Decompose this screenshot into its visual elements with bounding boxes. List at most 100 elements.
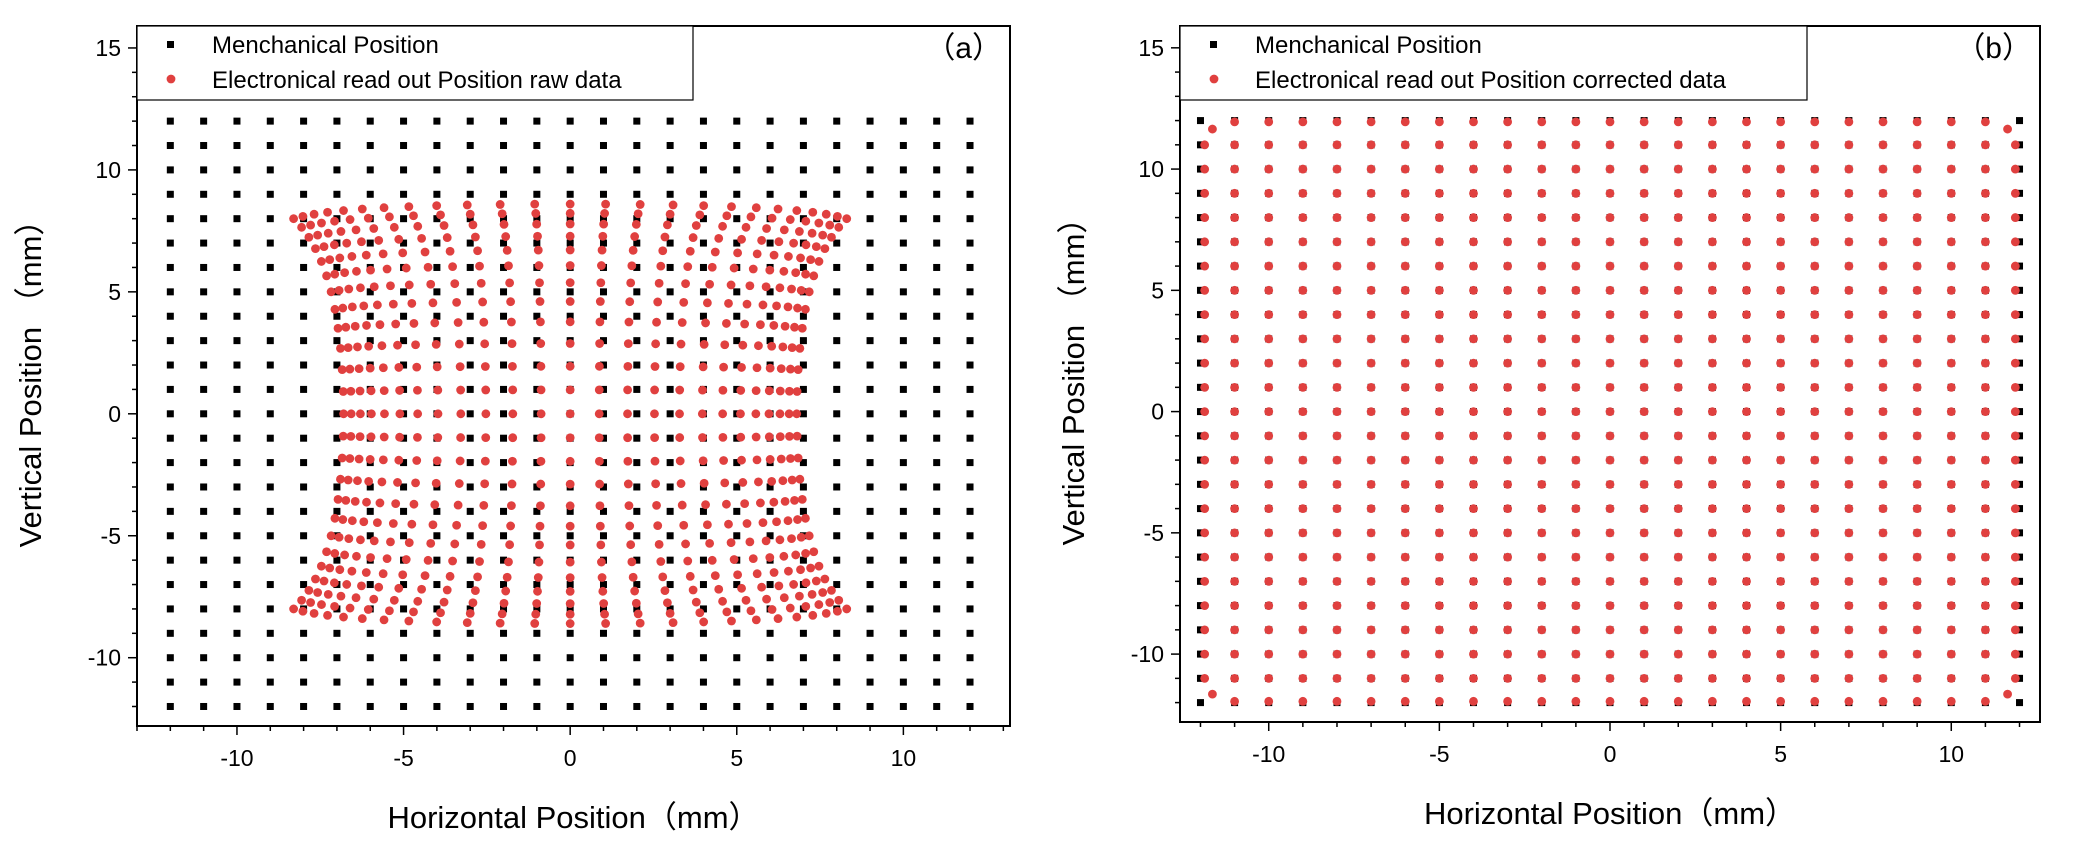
- electronic-point: [764, 386, 774, 396]
- electronic-point: [502, 572, 512, 582]
- electronic-point: [1776, 334, 1786, 344]
- electronic-point: [1742, 455, 1751, 465]
- mechanical-point: [166, 605, 174, 613]
- electronic-point: [2010, 334, 2020, 344]
- electronic-point: [1503, 117, 1513, 127]
- mechanical-point: [200, 459, 208, 467]
- electronic-point: [784, 252, 793, 261]
- mechanical-point: [400, 483, 408, 491]
- electronic-point: [565, 208, 575, 218]
- electronic-point: [1366, 237, 1376, 247]
- mechanical-point: [433, 507, 441, 515]
- electronic-point: [650, 456, 660, 466]
- electronic-point: [352, 266, 361, 276]
- x-tick-label: -5: [1429, 741, 1449, 767]
- electronic-point: [1946, 358, 1956, 368]
- electronic-point: [1605, 310, 1615, 319]
- mechanical-point: [733, 629, 741, 637]
- electronic-point: [565, 385, 575, 395]
- electronic-point: [1946, 552, 1956, 562]
- electronic-point: [792, 206, 802, 215]
- electronic-point: [808, 610, 818, 620]
- electronic-point: [1707, 188, 1717, 198]
- mechanical-point: [500, 385, 508, 393]
- mechanical-point: [899, 117, 907, 125]
- mechanical-point: [333, 312, 341, 320]
- mechanical-point: [866, 239, 874, 247]
- electronic-point: [792, 409, 802, 419]
- electronic-point: [1264, 576, 1274, 586]
- electronic-point: [533, 573, 543, 582]
- mechanical-point: [433, 556, 441, 564]
- electronic-point: [413, 221, 423, 231]
- electronic-point: [1981, 310, 1990, 319]
- mechanical-point: [400, 605, 408, 613]
- mechanical-point: [566, 678, 574, 686]
- mechanical-point: [166, 263, 174, 271]
- electronic-point: [1639, 431, 1649, 441]
- electronic-point: [1434, 431, 1444, 441]
- electronic-point: [1469, 576, 1478, 586]
- mechanical-point: [966, 483, 974, 491]
- electronic-point: [507, 317, 516, 327]
- electronic-point: [685, 571, 695, 581]
- mechanical-point: [300, 702, 308, 710]
- electronic-point: [1605, 528, 1615, 538]
- electronic-point: [1707, 696, 1717, 706]
- mechanical-point: [666, 288, 674, 296]
- electronic-point: [1264, 382, 1274, 392]
- electronic-point: [1673, 601, 1683, 610]
- mechanical-point: [366, 142, 374, 150]
- electronic-point: [1946, 407, 1956, 416]
- electronic-point: [795, 344, 805, 353]
- electronic-point: [1707, 576, 1717, 586]
- electronic-point: [480, 362, 490, 371]
- electronic-point: [334, 532, 344, 542]
- electronic-point: [741, 222, 751, 232]
- electronic-point: [1605, 407, 1615, 416]
- electronic-point: [776, 454, 786, 464]
- electronic-point: [338, 431, 348, 441]
- electronic-point: [1200, 407, 1210, 416]
- electronic-point: [1366, 358, 1376, 368]
- electronic-point: [1200, 455, 1210, 465]
- electronic-point: [769, 568, 779, 577]
- legend-box-a: [136, 25, 694, 101]
- electronic-point: [508, 361, 517, 371]
- electronic-point: [347, 302, 357, 312]
- electronic-point: [1673, 528, 1683, 538]
- electronic-point: [767, 341, 777, 351]
- electronic-point: [1400, 504, 1410, 513]
- electronic-point: [1366, 117, 1376, 127]
- electronic-point: [796, 565, 805, 575]
- electronic-point: [779, 225, 789, 235]
- electronic-point: [362, 497, 371, 507]
- electronic-point: [1912, 576, 1922, 586]
- electronic-point: [1469, 504, 1478, 513]
- electronic-point: [385, 212, 394, 222]
- mechanical-point: [666, 678, 674, 686]
- mechanical-point: [899, 678, 907, 686]
- electronic-point: [775, 386, 785, 396]
- electronic-point: [1981, 625, 1990, 635]
- mechanical-point: [633, 678, 641, 686]
- electronic-point: [565, 409, 575, 419]
- electronic-point: [495, 200, 505, 209]
- electronic-point: [432, 362, 442, 372]
- electronic-point: [751, 615, 761, 625]
- electronic-point: [1366, 285, 1376, 295]
- electronic-point: [393, 340, 402, 350]
- electronic-point: [820, 244, 830, 254]
- electronic-point: [289, 214, 299, 224]
- electronic-point: [688, 585, 698, 595]
- electronic-point: [1639, 164, 1649, 174]
- mechanical-point: [466, 361, 474, 369]
- electronic-point: [625, 521, 635, 531]
- electronic-point: [452, 520, 462, 530]
- mechanical-point: [533, 581, 541, 589]
- mechanical-point: [666, 337, 674, 345]
- mechanical-point: [566, 312, 574, 320]
- electronic-point: [1400, 213, 1410, 222]
- electronic-point: [1946, 382, 1956, 392]
